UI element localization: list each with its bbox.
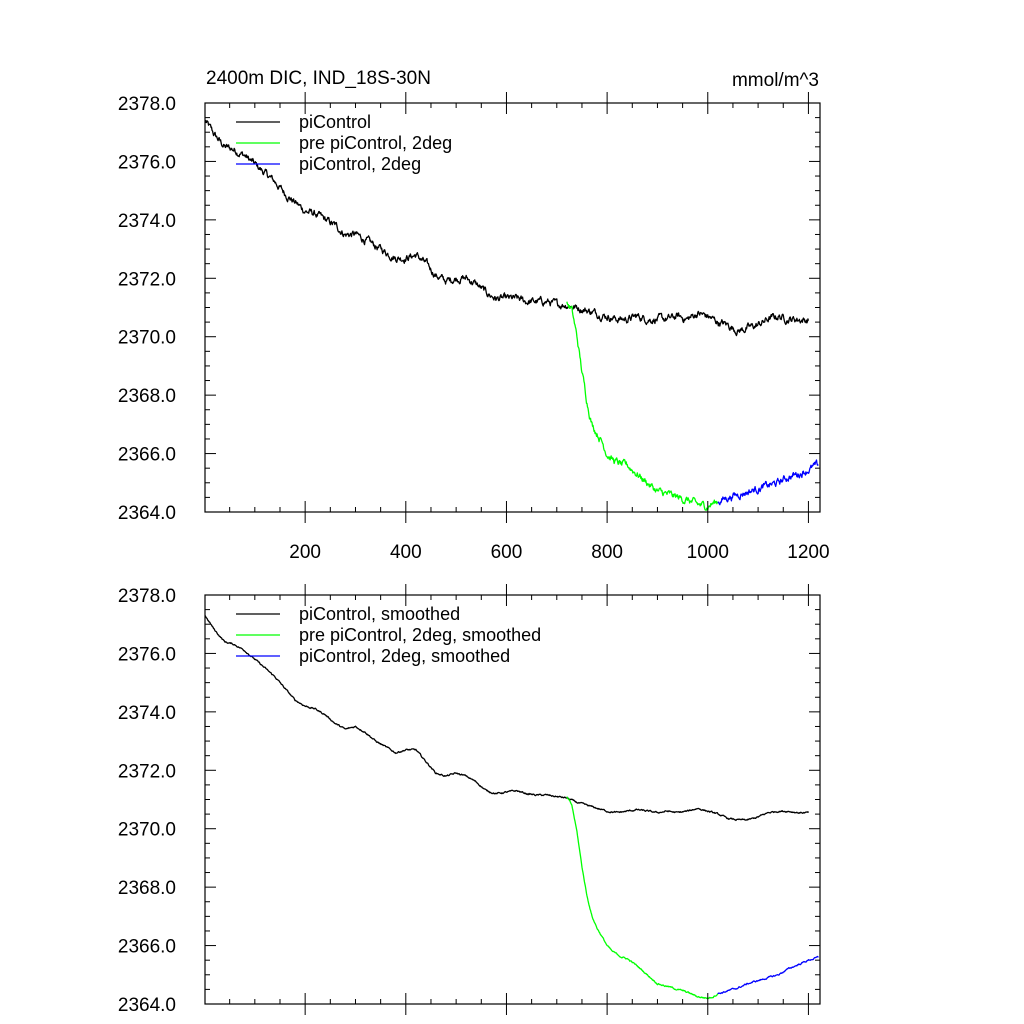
units-label: mmol/m^3 [732, 70, 819, 91]
top-ticks-layer: 2364.0 2366.0 2368.0 2370.0 2372.0 2374.0 2376… [118, 92, 830, 563]
bottom-series-layer [204, 615, 819, 1000]
bottom-y-tick-label: 2370.0 [118, 820, 176, 841]
bottom-y-tick-label: 2368.0 [118, 878, 176, 899]
bottom-y-tick-label: 2374.0 [118, 703, 176, 724]
top-panel: 2364.0 2366.0 2368.0 2370.0 2372.0 2374.0 2376… [118, 92, 830, 563]
top-plot-frame [204, 102, 821, 513]
top-y-tick-label: 2368.0 [118, 386, 176, 407]
bottom-series-line-1 [204, 615, 809, 822]
top-x-tick-label: 200 [289, 542, 321, 563]
top-series-layer [204, 119, 819, 511]
top-series-line-3 [717, 459, 819, 506]
top-y-tick-label: 2378.0 [118, 94, 176, 115]
bottom-y-tick-label: 2364.0 [118, 995, 176, 1016]
top-series-line-1 [204, 119, 810, 337]
top-legend-label-1: piControl [299, 112, 371, 132]
bottom-y-tick-label: 2376.0 [118, 644, 176, 665]
top-y-tick-label: 2372.0 [118, 269, 176, 290]
bottom-series-line-3 [717, 955, 819, 995]
bottom-plot-frame [204, 594, 821, 1005]
bottom-legend-label-3: piControl, 2deg, smoothed [299, 646, 510, 666]
bottom-y-tick-label: 2372.0 [118, 761, 176, 782]
top-x-tick-label: 1200 [787, 542, 829, 563]
top-y-tick-label: 2364.0 [118, 503, 176, 524]
chart-title: 2400m DIC, IND_18S-30N [206, 68, 431, 89]
top-legend-label-3: piControl, 2deg [299, 154, 421, 174]
top-y-tick-label: 2374.0 [118, 211, 176, 232]
top-y-tick-label: 2376.0 [118, 152, 176, 173]
bottom-legend-label-2: pre piControl, 2deg, smoothed [299, 625, 541, 645]
bottom-panel: 2364.0 2366.0 2368.0 2370.0 2372.0 2374.0 2376… [118, 584, 821, 1016]
top-y-tick-label: 2366.0 [118, 445, 176, 466]
bottom-ticks-layer: 2364.0 2366.0 2368.0 2370.0 2372.0 2374.0 2376… [118, 584, 820, 1016]
top-x-tick-label: 600 [491, 542, 523, 563]
bottom-series-line-2 [566, 796, 719, 1000]
top-x-tick-label: 1000 [687, 542, 729, 563]
top-y-tick-label: 2370.0 [118, 328, 176, 349]
bottom-y-tick-label: 2378.0 [118, 586, 176, 607]
top-x-tick-label: 400 [390, 542, 422, 563]
bottom-legend-label-1: piControl, smoothed [299, 604, 460, 624]
top-legend-label-2: pre piControl, 2deg [299, 133, 452, 153]
top-series-line-2 [566, 301, 719, 511]
bottom-y-tick-label: 2366.0 [118, 937, 176, 958]
top-x-tick-label: 800 [591, 542, 623, 563]
